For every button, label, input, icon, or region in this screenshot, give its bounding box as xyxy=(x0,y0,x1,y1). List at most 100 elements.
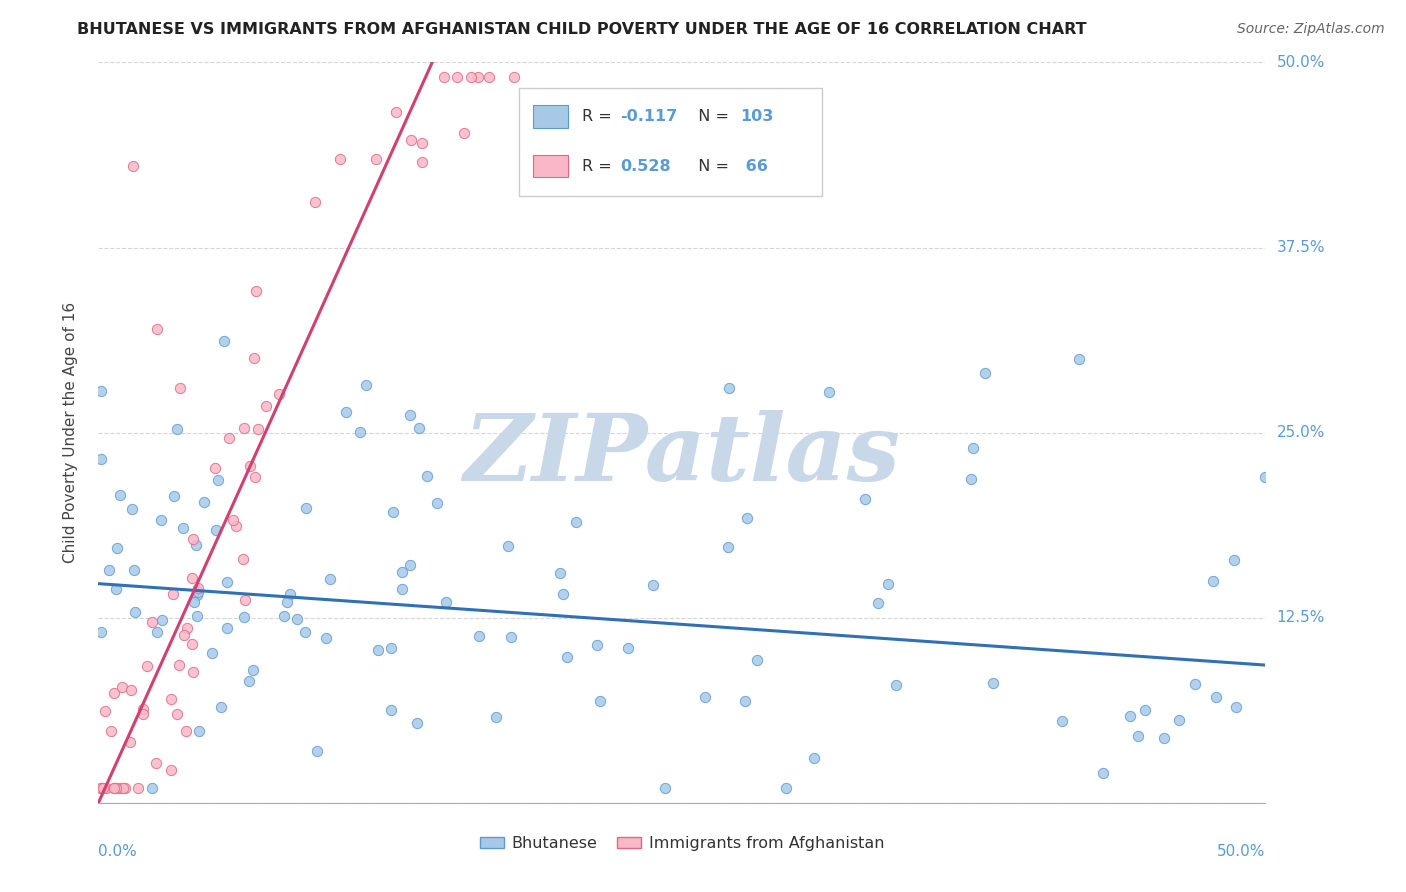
Point xyxy=(1168,713,1191,727)
Point xyxy=(434,594,457,608)
Text: 103: 103 xyxy=(741,109,773,124)
Point xyxy=(399,133,422,147)
Point xyxy=(411,136,433,150)
Point xyxy=(962,441,984,455)
Point xyxy=(803,750,825,764)
Point xyxy=(974,367,997,381)
Point xyxy=(103,780,125,795)
Point xyxy=(183,595,205,609)
Point xyxy=(114,780,136,795)
Point xyxy=(90,451,112,466)
Point xyxy=(499,630,522,644)
Point xyxy=(103,780,125,795)
Point xyxy=(391,582,413,597)
Point xyxy=(775,780,797,795)
Point xyxy=(565,515,588,529)
Point xyxy=(285,612,308,626)
Point xyxy=(267,387,290,401)
Point xyxy=(188,724,211,739)
Point xyxy=(233,421,256,435)
Point xyxy=(433,70,456,85)
Point xyxy=(122,563,145,577)
Point xyxy=(1119,708,1142,723)
Point xyxy=(349,425,371,439)
Point xyxy=(124,605,146,619)
Point xyxy=(141,615,163,629)
Point xyxy=(1254,470,1277,484)
Point xyxy=(884,678,907,692)
Point xyxy=(617,640,640,655)
Point xyxy=(90,625,112,640)
Point xyxy=(654,780,676,795)
Point xyxy=(280,587,302,601)
Point xyxy=(273,608,295,623)
Point xyxy=(745,653,768,667)
Point xyxy=(354,378,377,392)
Point xyxy=(408,420,430,434)
Point xyxy=(176,621,198,635)
Point xyxy=(174,724,197,739)
Point xyxy=(315,632,337,646)
Point xyxy=(385,104,408,119)
Point xyxy=(215,574,238,589)
Point xyxy=(503,70,526,85)
Point xyxy=(460,70,482,85)
Point xyxy=(207,473,229,487)
Point xyxy=(222,513,245,527)
Point xyxy=(166,422,188,436)
Point xyxy=(399,558,422,572)
Text: 0.528: 0.528 xyxy=(620,159,671,174)
Point xyxy=(586,638,609,652)
Point xyxy=(485,710,508,724)
Point xyxy=(167,657,190,672)
Point xyxy=(717,540,740,554)
Point xyxy=(200,646,222,660)
Point xyxy=(399,408,422,422)
Point xyxy=(146,624,169,639)
Point xyxy=(122,159,145,173)
Point xyxy=(239,459,262,474)
Text: ZIPatlas: ZIPatlas xyxy=(464,409,900,500)
Point xyxy=(446,70,468,85)
Legend: Bhutanese, Immigrants from Afghanistan: Bhutanese, Immigrants from Afghanistan xyxy=(474,830,890,858)
Point xyxy=(550,566,572,580)
Point xyxy=(132,706,155,721)
Text: R =: R = xyxy=(582,109,616,124)
Point xyxy=(193,494,215,508)
Point xyxy=(1050,714,1073,728)
Point xyxy=(382,505,405,519)
Point xyxy=(641,578,664,592)
Point xyxy=(367,642,389,657)
Point xyxy=(218,431,240,445)
Point xyxy=(160,691,183,706)
Point xyxy=(110,680,132,694)
Point xyxy=(329,153,352,167)
Point xyxy=(118,735,141,749)
Point xyxy=(184,538,207,552)
Point xyxy=(453,126,475,140)
Point xyxy=(818,385,841,400)
Point xyxy=(187,581,209,595)
Point xyxy=(319,572,342,586)
Y-axis label: Child Poverty Under the Age of 16: Child Poverty Under the Age of 16 xyxy=(63,302,77,563)
Point xyxy=(734,694,756,708)
Text: 25.0%: 25.0% xyxy=(1277,425,1324,440)
FancyBboxPatch shape xyxy=(519,88,823,195)
Point xyxy=(853,491,876,506)
Point xyxy=(468,629,491,643)
Point xyxy=(866,596,889,610)
Point xyxy=(1067,351,1090,366)
Point xyxy=(295,501,318,516)
Point xyxy=(112,780,135,795)
Point xyxy=(380,640,402,655)
Point xyxy=(245,284,267,298)
Point xyxy=(217,621,239,635)
Point xyxy=(209,700,232,714)
Point xyxy=(212,334,235,348)
Text: 37.5%: 37.5% xyxy=(1277,240,1324,255)
Point xyxy=(232,551,254,566)
Point xyxy=(91,780,114,795)
Point xyxy=(243,469,266,483)
Point xyxy=(205,523,228,537)
Point xyxy=(1225,700,1247,714)
